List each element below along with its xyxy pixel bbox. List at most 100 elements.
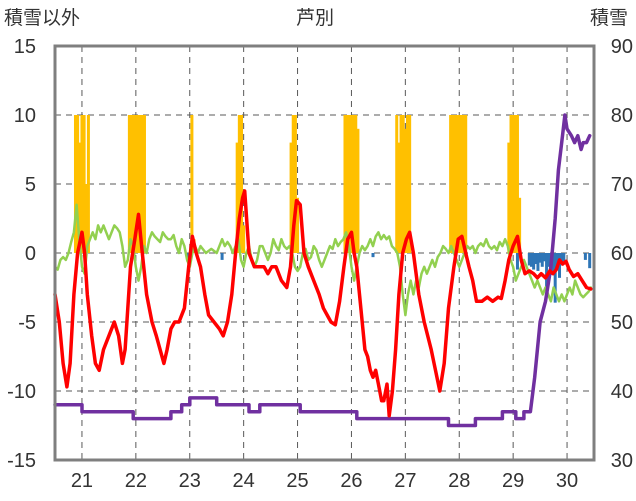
sunshine-bar-40 bbox=[451, 115, 455, 253]
left-tick-label-0: 15 bbox=[14, 36, 36, 58]
sunshine-bar-52 bbox=[518, 197, 522, 253]
sunshine-bar-43 bbox=[457, 115, 461, 253]
sunshine-bar-14 bbox=[142, 115, 146, 253]
sunshine-bar-17 bbox=[235, 142, 239, 253]
sunshine-bar-29 bbox=[352, 115, 356, 253]
series-lines bbox=[53, 113, 593, 428]
sunshine-bar-7 bbox=[127, 115, 131, 253]
sunshine-bar-24 bbox=[296, 197, 300, 253]
sunshine-bar-19 bbox=[239, 115, 243, 253]
precip-bar-6 bbox=[529, 253, 533, 267]
precip-bar-17 bbox=[553, 253, 557, 303]
left-tick-label-2: 5 bbox=[25, 174, 36, 196]
sunshine-bar-32 bbox=[395, 115, 399, 253]
sunshine-bar-45 bbox=[462, 115, 466, 253]
sunshine-bar-46 bbox=[464, 115, 468, 253]
sunshine-bar-50 bbox=[513, 115, 517, 253]
precip-bar-21 bbox=[562, 253, 566, 262]
precip-bar-12 bbox=[542, 253, 546, 262]
sunshine-bar-35 bbox=[401, 115, 405, 253]
x-tick-label-4: 25 bbox=[286, 470, 308, 492]
sunshine-bar-9 bbox=[132, 115, 136, 253]
sunshine-bar-23 bbox=[293, 115, 297, 253]
sunshine-bar-42 bbox=[455, 115, 459, 253]
right-tick-label-5: 40 bbox=[611, 381, 633, 403]
sunshine-bar-15 bbox=[190, 115, 194, 253]
sunshine-bar-39 bbox=[449, 115, 453, 253]
right-tick-label-0: 90 bbox=[611, 36, 633, 58]
sunshine-bar-1 bbox=[76, 115, 80, 253]
sunshine-bar-12 bbox=[138, 115, 142, 253]
x-tick-label-9: 30 bbox=[556, 470, 578, 492]
precip-bar-11 bbox=[540, 253, 544, 267]
left-tick-label-3: 0 bbox=[25, 243, 36, 265]
right-tick-label-4: 50 bbox=[611, 312, 633, 334]
right-axis-label: 積雪 bbox=[590, 7, 628, 29]
precip-bar-4 bbox=[515, 253, 519, 270]
x-tick-label-0: 21 bbox=[71, 470, 93, 492]
precip-bar-9 bbox=[536, 253, 540, 271]
grid bbox=[55, 46, 594, 460]
x-tick-label-2: 23 bbox=[179, 470, 201, 492]
chart-title: 芦別 bbox=[296, 7, 334, 29]
sunshine-bar-3 bbox=[80, 115, 84, 253]
sunshine-bar-30 bbox=[354, 115, 358, 253]
right-tick-label-3: 60 bbox=[611, 243, 633, 265]
sunshine-bar-34 bbox=[399, 115, 403, 253]
precip-bar-23 bbox=[588, 253, 592, 269]
snow-depth-line bbox=[53, 113, 592, 428]
sunshine-bar-21 bbox=[289, 142, 293, 253]
x-tick-label-1: 22 bbox=[125, 470, 147, 492]
sunshine-bar-47 bbox=[507, 142, 511, 253]
sunshine-bar-11 bbox=[136, 115, 140, 253]
sunshine-bar-20 bbox=[242, 225, 246, 253]
left-tick-label-1: 10 bbox=[14, 105, 36, 127]
x-tick-label-3: 24 bbox=[233, 470, 255, 492]
precip-bar-8 bbox=[534, 253, 538, 265]
sunshine-bar-26 bbox=[345, 115, 349, 253]
sunshine-bar-25 bbox=[343, 115, 347, 253]
right-tick-label-6: 30 bbox=[611, 450, 633, 472]
sunshine-bar-2 bbox=[78, 142, 82, 253]
sunshine-bar-22 bbox=[291, 115, 295, 253]
right-tick-label-2: 70 bbox=[611, 174, 633, 196]
sunshine-bar-13 bbox=[140, 115, 144, 253]
left-axis-label: 積雪以外 bbox=[4, 7, 80, 29]
sunshine-bar-36 bbox=[403, 128, 407, 253]
x-tick-label-5: 26 bbox=[340, 470, 362, 492]
sunshine-bar-44 bbox=[459, 115, 463, 253]
sunshine-bar-18 bbox=[237, 115, 241, 253]
precip-bar-10 bbox=[538, 253, 542, 263]
precip-bar-14 bbox=[547, 253, 551, 267]
sunshine-bar-31 bbox=[356, 128, 360, 253]
temperature-line bbox=[53, 189, 593, 418]
sunshine-bar-33 bbox=[397, 142, 401, 253]
precip-bar-2 bbox=[220, 253, 224, 260]
left-tick-label-5: -10 bbox=[7, 381, 36, 403]
sunshine-bar-51 bbox=[515, 115, 519, 253]
sunshine-bar-48 bbox=[509, 115, 513, 253]
x-tick-label-7: 28 bbox=[448, 470, 470, 492]
sunshine-bar-38 bbox=[408, 115, 412, 253]
sunshine-bar-28 bbox=[349, 115, 353, 253]
sunshine-bar-5 bbox=[84, 184, 88, 253]
sunshine-bar-0 bbox=[73, 115, 77, 253]
precip-bar-5 bbox=[527, 253, 531, 266]
x-tick-label-8: 29 bbox=[502, 470, 524, 492]
sunshine-bar-10 bbox=[134, 115, 138, 253]
precip-bar-18 bbox=[555, 253, 559, 269]
left-tick-label-6: -15 bbox=[7, 450, 36, 472]
x-tick-label-6: 27 bbox=[394, 470, 416, 492]
plot-frame bbox=[53, 44, 596, 462]
precip-bar-22 bbox=[583, 253, 587, 260]
right-tick-label-1: 80 bbox=[611, 105, 633, 127]
sunshine-bar-41 bbox=[453, 115, 457, 253]
sunshine-bar-49 bbox=[511, 115, 515, 253]
precip-bar-13 bbox=[545, 253, 549, 291]
precip-bar-7 bbox=[532, 253, 536, 270]
left-tick-label-4: -5 bbox=[18, 312, 36, 334]
bars bbox=[73, 115, 592, 303]
precip-bar-20 bbox=[560, 253, 564, 266]
